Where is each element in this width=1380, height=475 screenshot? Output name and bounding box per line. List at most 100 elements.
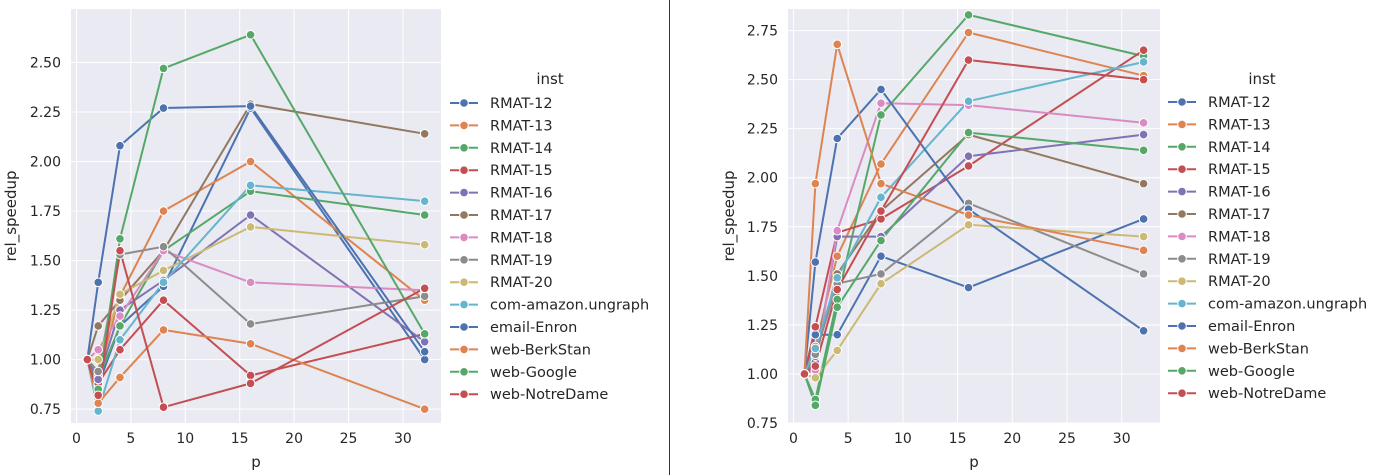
legend-swatch-marker xyxy=(459,98,469,108)
y-tick-label: 2.50 xyxy=(747,73,778,89)
data-point xyxy=(876,214,886,224)
legend-swatch-marker xyxy=(1177,343,1187,354)
data-point xyxy=(1138,178,1149,189)
legend-label: web-NotreDame xyxy=(490,387,608,403)
x-tick-label: 25 xyxy=(340,431,358,447)
legend-label: RMAT-19 xyxy=(1208,252,1271,268)
x-tick-label: 30 xyxy=(1113,431,1131,447)
x-tick-label: 5 xyxy=(126,431,135,447)
data-point xyxy=(245,222,256,232)
data-point xyxy=(1138,118,1149,128)
plot-area xyxy=(71,9,441,423)
legend-swatch-marker xyxy=(1177,186,1187,197)
data-point xyxy=(245,378,256,389)
data-point xyxy=(245,370,256,381)
legend-swatch-marker xyxy=(1177,366,1187,376)
legend: inst RMAT-12 RMAT-13 RMAT-14 RMAT-15 RMAT-16 R… xyxy=(1168,70,1367,402)
data-point xyxy=(158,277,169,288)
legend-label: RMAT-15 xyxy=(490,163,553,179)
data-point xyxy=(93,390,104,401)
legend-label: RMAT-13 xyxy=(490,118,553,134)
y-tick-label: 1.50 xyxy=(30,254,61,270)
legend-label: RMAT-15 xyxy=(1208,162,1271,178)
legend-swatch-marker xyxy=(459,277,469,288)
data-point xyxy=(832,284,843,295)
legend-label: RMAT-20 xyxy=(1208,274,1271,290)
data-point xyxy=(115,335,125,345)
data-point xyxy=(115,233,125,244)
data-point xyxy=(876,84,886,95)
legend-label: RMAT-12 xyxy=(490,96,553,112)
y-tick-label: 2.25 xyxy=(747,122,778,138)
y-tick-labels: 0.75 1.00 1.25 1.50 1.75 2.00 2.25 2.50 xyxy=(30,55,61,418)
x-tick-label: 5 xyxy=(844,431,853,447)
data-point xyxy=(963,210,974,220)
data-point xyxy=(82,354,93,365)
data-point xyxy=(93,406,104,416)
legend-label: RMAT-13 xyxy=(1208,117,1271,133)
data-point xyxy=(245,210,256,220)
data-point xyxy=(245,319,256,329)
series-markers xyxy=(799,10,1149,411)
legend-swatch-marker xyxy=(1177,119,1187,130)
y-tick-label: 2.25 xyxy=(30,105,61,121)
legend-label: RMAT-16 xyxy=(490,186,553,202)
legend: inst RMAT-12 RMAT-13 RMAT-14 RMAT-15 RMAT-16 R… xyxy=(450,70,649,403)
legend-label: RMAT-17 xyxy=(1208,207,1271,223)
data-point xyxy=(158,402,169,412)
legend-swatch-marker xyxy=(1177,388,1187,399)
data-point xyxy=(419,283,430,294)
x-tick-label: 10 xyxy=(894,431,912,447)
data-point xyxy=(963,220,974,230)
legend-swatch-marker xyxy=(459,232,469,243)
series-line xyxy=(86,105,426,360)
data-point xyxy=(1138,269,1149,279)
x-tick-label: 10 xyxy=(176,431,194,447)
legend-label: RMAT-16 xyxy=(1208,185,1271,201)
data-point xyxy=(1138,74,1149,85)
legend-label: email-Enron xyxy=(1208,319,1295,335)
data-point xyxy=(799,369,810,379)
y-tick-label: 0.75 xyxy=(747,416,778,432)
x-axis-label: p xyxy=(251,453,261,471)
data-point xyxy=(158,295,169,305)
x-tick-label: 15 xyxy=(231,431,249,447)
data-point xyxy=(1138,145,1149,156)
data-point xyxy=(93,277,104,288)
data-point xyxy=(245,29,256,40)
data-point xyxy=(115,140,125,151)
data-point xyxy=(158,265,169,276)
data-point xyxy=(419,196,430,206)
y-axis-label: rel_speedup xyxy=(720,170,739,261)
legend-label: web-Google xyxy=(1208,364,1295,380)
legend-swatch-marker xyxy=(459,254,469,265)
legend-swatch-marker xyxy=(459,120,469,131)
legend-swatch-marker xyxy=(1177,231,1187,242)
data-point xyxy=(245,277,256,288)
data-point xyxy=(810,178,821,189)
data-point xyxy=(876,251,886,262)
speedup-chart-right: 0 5 10 15 20 25 30 0.75 1.00 1.25 1.50 1.75 2.00 2.25… xyxy=(720,9,1367,471)
legend-label: web-NotreDame xyxy=(1208,386,1326,402)
data-point xyxy=(963,151,974,161)
data-point xyxy=(963,127,974,138)
data-point xyxy=(832,225,843,236)
data-point xyxy=(810,329,821,340)
data-point xyxy=(115,311,125,321)
data-point xyxy=(810,361,821,371)
x-tick-label: 20 xyxy=(1003,431,1021,447)
data-point xyxy=(876,206,886,216)
data-point xyxy=(419,329,430,339)
series-line xyxy=(803,217,1144,375)
legend-swatch-marker xyxy=(459,367,469,377)
data-point xyxy=(419,239,430,250)
data-point xyxy=(158,103,169,113)
series-line xyxy=(803,43,1144,374)
legend-swatch-marker xyxy=(1177,276,1187,287)
y-tick-label: 1.25 xyxy=(747,318,778,334)
legend-swatch-marker xyxy=(1177,97,1187,107)
data-point xyxy=(115,372,125,383)
legend-label: com-amazon.ungraph xyxy=(490,298,649,314)
data-point xyxy=(158,206,169,216)
legend-label: RMAT-20 xyxy=(490,275,553,291)
